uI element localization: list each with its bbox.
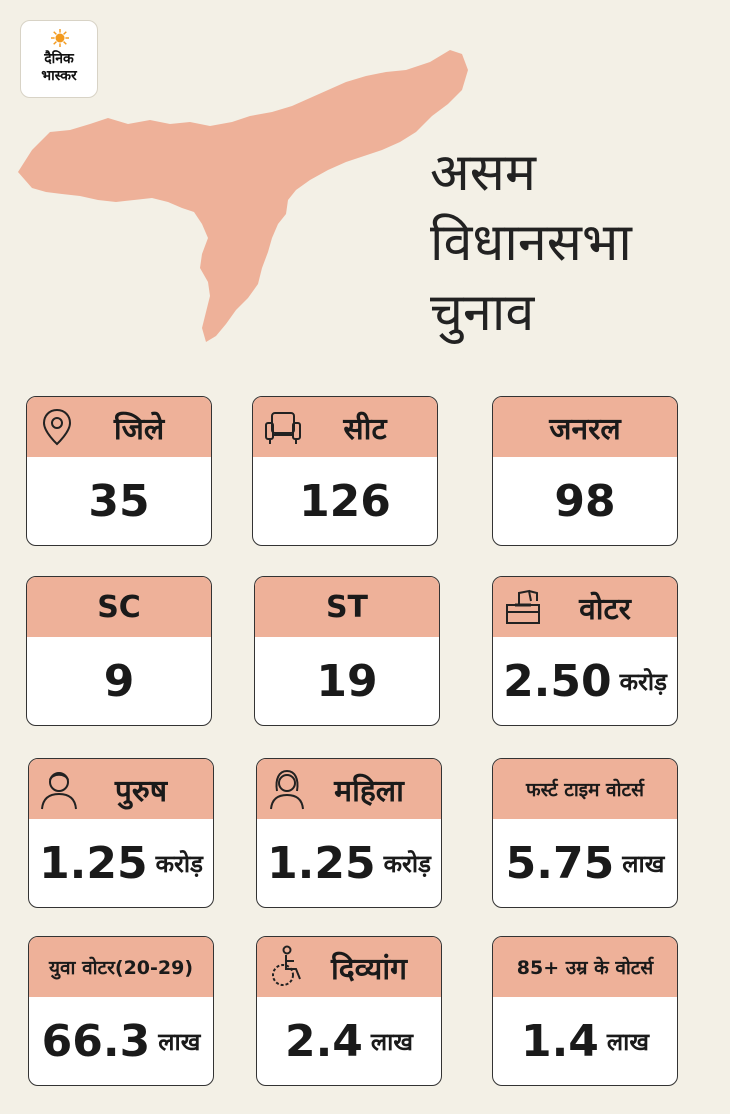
card-value-wrap: 126 [253, 457, 437, 545]
title-line2: विधानसभा [430, 213, 632, 273]
card-label: सीट [343, 411, 387, 447]
card-label: युवा वोटर(20-29) [48, 957, 194, 979]
card-label: पुरुष [114, 773, 168, 809]
card-unit: करोड़ [383, 849, 431, 878]
card-value-wrap: 66.3 लाख [29, 997, 213, 1085]
card-label: जनरल [549, 411, 621, 447]
man-icon [41, 772, 77, 810]
title-line1: असम [430, 143, 536, 203]
card-value: 2.4 [284, 1015, 363, 1067]
logo-text: दैनिक भास्कर [21, 51, 97, 85]
woman-icon [270, 769, 304, 810]
card-value: 98 [554, 475, 616, 527]
card-85plus-voters: 85+ उम्र के वोटर्स 1.4 लाख [492, 936, 678, 1086]
card-districts: जिले 35 [26, 396, 212, 546]
card-value: 2.50 [503, 655, 612, 707]
sun-icon [51, 29, 69, 47]
card-unit: करोड़ [619, 667, 667, 696]
card-value: 9 [103, 655, 135, 707]
card-header: दिव्यांग [257, 937, 441, 997]
card-st: ST 19 [254, 576, 440, 726]
card-label: महिला [334, 773, 404, 809]
card-male: पुरुष 1.25 करोड़ [28, 758, 214, 908]
card-value: 35 [88, 475, 150, 527]
card-label: फर्स्ट टाइम वोटर्स [526, 779, 644, 801]
location-pin-icon [42, 408, 72, 446]
card-value: 1.25 [39, 837, 148, 889]
card-label: ST [325, 589, 369, 625]
card-header: वोटर [493, 577, 677, 637]
card-header: SC [27, 577, 211, 637]
card-value-wrap: 2.50 करोड़ [493, 637, 677, 725]
card-youth-voters: युवा वोटर(20-29) 66.3 लाख [28, 936, 214, 1086]
ballot-box-icon [506, 589, 540, 624]
wheelchair-icon [272, 945, 301, 986]
card-value-wrap: 1.4 लाख [493, 997, 677, 1085]
card-value: 19 [316, 655, 378, 707]
card-sc: SC 9 [26, 576, 212, 726]
card-header: जिले [27, 397, 211, 457]
card-label: जिले [113, 411, 165, 447]
card-label: दिव्यांग [330, 951, 408, 987]
armchair-icon [265, 412, 301, 444]
card-value: 1.25 [267, 837, 376, 889]
card-header: युवा वोटर(20-29) [29, 937, 213, 997]
card-header: जनरल [493, 397, 677, 457]
card-value-wrap: 9 [27, 637, 211, 725]
dainik-bhaskar-logo: दैनिक भास्कर [20, 20, 98, 98]
card-value-wrap: 98 [493, 457, 677, 545]
card-value: 5.75 [505, 837, 615, 889]
logo-text-line2: भास्कर [41, 68, 77, 84]
card-first-time-voters: फर्स्ट टाइम वोटर्स 5.75 लाख [492, 758, 678, 908]
card-value-wrap: 35 [27, 457, 211, 545]
card-header: पुरुष [29, 759, 213, 819]
page-title: असम विधानसभा चुनाव [430, 138, 632, 348]
card-value-wrap: 19 [255, 637, 439, 725]
card-value: 66.3 [41, 1015, 151, 1067]
card-value-wrap: 5.75 लाख [493, 819, 677, 907]
card-value: 126 [299, 475, 391, 527]
card-label: SC [97, 589, 141, 625]
card-female: महिला 1.25 करोड़ [256, 758, 442, 908]
card-header: ST [255, 577, 439, 637]
card-unit: करोड़ [155, 849, 203, 878]
card-value-wrap: 2.4 लाख [257, 997, 441, 1085]
card-seats: सीट 126 [252, 396, 438, 546]
card-header: महिला [257, 759, 441, 819]
card-unit: लाख [622, 849, 665, 878]
card-value: 1.4 [520, 1015, 599, 1067]
logo-text-line1: दैनिक [44, 51, 74, 67]
card-unit: लाख [158, 1027, 201, 1056]
card-unit: लाख [370, 1027, 414, 1056]
card-unit: लाख [606, 1027, 650, 1056]
card-voters: वोटर 2.50 करोड़ [492, 576, 678, 726]
card-header: सीट [253, 397, 437, 457]
card-disabled: दिव्यांग 2.4 लाख [256, 936, 442, 1086]
card-header: फर्स्ट टाइम वोटर्स [493, 759, 677, 819]
assam-map [18, 50, 468, 342]
card-value-wrap: 1.25 करोड़ [29, 819, 213, 907]
card-general: जनरल 98 [492, 396, 678, 546]
title-line3: चुनाव [430, 283, 535, 343]
card-header: 85+ उम्र के वोटर्स [493, 937, 677, 997]
card-label: वोटर [579, 591, 631, 627]
card-value-wrap: 1.25 करोड़ [257, 819, 441, 907]
card-label: 85+ उम्र के वोटर्स [516, 957, 654, 979]
